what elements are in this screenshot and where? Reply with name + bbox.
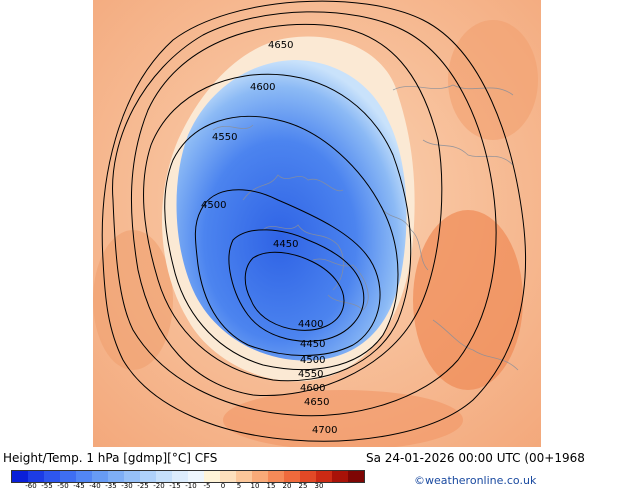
colorbar-swatch [300, 471, 316, 482]
contour-label: 4550 [212, 132, 237, 143]
cold-core [176, 60, 407, 361]
colorbar-swatch [332, 471, 348, 482]
contour-label: 4400 [298, 319, 323, 330]
colorbar-swatch [156, 471, 172, 482]
colorbar-swatch [284, 471, 300, 482]
colorbar-swatch [12, 471, 28, 482]
colorbar-tick-label: 10 [250, 482, 260, 490]
colorbar-swatch [316, 471, 332, 482]
contour-label: 4550 [298, 369, 323, 380]
colorbar-swatch [28, 471, 44, 482]
colorbar-tick-label: 25 [298, 482, 308, 490]
contour-label: 4650 [304, 397, 329, 408]
warm-patch [93, 230, 173, 370]
contour-label: 4500 [300, 355, 325, 366]
colorbar-swatch [92, 471, 108, 482]
contour-label: 4450 [273, 239, 298, 250]
colorbar-swatch [44, 471, 60, 482]
contour-label: 4600 [250, 82, 275, 93]
colorbar-tick-label: 30 [314, 482, 324, 490]
colorbar-swatch [188, 471, 204, 482]
colorbar-swatch [252, 471, 268, 482]
contour-label: 4500 [201, 200, 226, 211]
colorbar-tick-label: -10 [185, 482, 197, 490]
colorbar-swatch [172, 471, 188, 482]
colorbar-tick-label: -60 [25, 482, 37, 490]
colorbar-tick-label: -30 [121, 482, 133, 490]
colorbar-tick-label: -45 [73, 482, 85, 490]
colorbar-tick-label: -25 [137, 482, 149, 490]
contour-labels: 4650 4600 4550 4500 4450 4400 4450 4500 … [201, 40, 337, 436]
map-title: Height/Temp. 1 hPa [gdmp][°C] CFS [3, 451, 218, 465]
warm-patch [448, 20, 538, 140]
colorbar-swatch [268, 471, 284, 482]
colorbar-swatch [60, 471, 76, 482]
colorbar-tick-label: -40 [89, 482, 101, 490]
colorbar-swatch [236, 471, 252, 482]
colorbar-swatch [220, 471, 236, 482]
colorbar-swatch [108, 471, 124, 482]
colorbar-tick-label: -35 [105, 482, 117, 490]
colorbar-tick-label: -15 [169, 482, 181, 490]
colorbar-swatch [76, 471, 92, 482]
colorbar-tick-label: 0 [220, 482, 226, 490]
colorbar-swatch [204, 471, 220, 482]
colorbar-tick-label: -20 [153, 482, 165, 490]
weather-map: 4650 4600 4550 4500 4450 4400 4450 4500 … [93, 0, 541, 447]
height-contours [101, 0, 526, 442]
credit-link[interactable]: ©weatheronline.co.uk [414, 474, 537, 487]
warm-patch [413, 210, 523, 390]
valid-time: Sa 24-01-2026 00:00 UTC (00+1968 [366, 451, 585, 465]
contour-label: 4600 [300, 383, 325, 394]
colorbar-tick-label: -5 [203, 482, 211, 490]
colorbar-tick-label: 5 [236, 482, 242, 490]
contour-label: 4650 [268, 40, 293, 51]
colorbar-tick-label: -50 [57, 482, 69, 490]
colorbar-tick-label: 15 [266, 482, 276, 490]
coastlines [212, 84, 519, 371]
colorbar-swatch [124, 471, 140, 482]
colorbar-tick-label: 20 [282, 482, 292, 490]
colorbar-swatch [140, 471, 156, 482]
colorbar [11, 470, 365, 483]
contour-label: 4450 [300, 339, 325, 350]
colorbar-ticks: -60 -55 -50 -45 -40 -35 -30 -25 -20 -15 -10 -5 0 5 10 1… [11, 482, 371, 490]
colorbar-swatch [348, 471, 364, 482]
contour-label: 4700 [312, 425, 337, 436]
colorbar-tick-label: -55 [41, 482, 53, 490]
